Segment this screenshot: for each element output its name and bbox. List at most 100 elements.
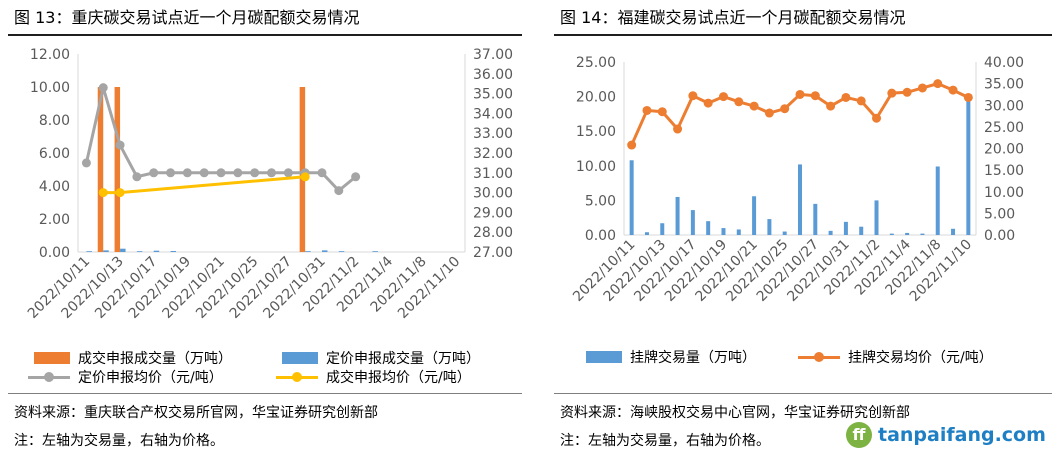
right-axis-tick-label: 25.00 — [984, 120, 1024, 136]
figure-13-panel: 图 13：重庆碳交易试点近一个月碳配额交易情况 0.00 2.00 4.00 6.00… — [8, 8, 522, 449]
tanpaifang-logo: ff tanpaifang.com — [846, 422, 1052, 450]
data-point — [810, 91, 820, 101]
bar — [874, 200, 879, 235]
legend-swatch — [798, 351, 840, 363]
legend-swatch — [34, 352, 70, 364]
right-axis-tick-label: 5.00 — [984, 206, 1015, 222]
right-axis-tick-label: 32.00 — [473, 146, 513, 162]
left-axis-tick-label: 0.00 — [39, 245, 70, 261]
left-axis-tick-label: 5.00 — [585, 193, 616, 209]
data-point — [642, 105, 652, 115]
data-point — [780, 104, 790, 114]
right-axis-tick-label: 15.00 — [984, 163, 1024, 179]
left-axis-tick-label: 4.00 — [39, 179, 70, 195]
data-point — [182, 168, 192, 178]
data-point — [841, 92, 851, 102]
right-axis-tick-label: 37.00 — [473, 47, 513, 63]
left-axis-tick-label: 25.00 — [576, 55, 616, 71]
data-point — [334, 186, 344, 196]
data-point — [283, 168, 293, 178]
right-axis-tick-label: 31.00 — [473, 166, 513, 182]
data-point — [734, 97, 744, 107]
right-axis-tick-label: 0.00 — [984, 228, 1015, 244]
left-axis-tick-label: 8.00 — [39, 113, 70, 129]
source-note: 资料来源：海峡股权交易中心官网，华宝证券研究创新部 — [560, 405, 910, 421]
bar — [843, 221, 848, 235]
legend-label: 挂牌交易量（万吨） — [630, 350, 756, 366]
data-point — [933, 79, 943, 89]
bar — [690, 210, 695, 235]
right-axis-tick-label: 34.00 — [473, 106, 513, 122]
bar — [120, 248, 126, 252]
right-axis-tick-label: 28.00 — [473, 225, 513, 241]
bar — [935, 166, 940, 235]
right-axis-tick-label: 36.00 — [473, 67, 513, 83]
data-point — [627, 140, 637, 150]
bar — [372, 251, 378, 252]
data-point — [317, 168, 327, 178]
bar — [338, 251, 345, 252]
right-axis-tick-label: 40.00 — [984, 55, 1024, 71]
right-axis-tick-label: 20.00 — [984, 142, 1024, 158]
data-point — [216, 168, 226, 178]
bar — [966, 97, 971, 235]
bar — [629, 160, 634, 235]
bar — [782, 231, 787, 235]
data-point — [98, 83, 108, 93]
left-axis-tick-label: 15.00 — [576, 124, 616, 140]
left-axis-tick-label: 6.00 — [39, 146, 70, 162]
legend-label: 定价申报成交量（万吨） — [326, 351, 480, 367]
data-point — [115, 188, 125, 198]
bar — [798, 164, 802, 235]
data-point — [115, 140, 125, 150]
source-rule — [8, 393, 522, 394]
right-axis-tick-label: 35.00 — [984, 77, 1024, 93]
bar — [752, 196, 757, 235]
data-point — [948, 85, 958, 95]
bar — [859, 226, 864, 235]
bar — [97, 87, 104, 252]
bar — [767, 219, 772, 235]
data-point — [351, 172, 361, 182]
bar — [86, 251, 92, 252]
data-point — [199, 168, 209, 178]
left-axis-tick-label: 2.00 — [39, 212, 70, 228]
figure-title: 图 13：重庆碳交易试点近一个月碳配额交易情况 — [14, 8, 360, 27]
figure-14-panel: 图 14：福建碳交易试点近一个月碳配额交易情况 0.00 5.00 10.00 15.… — [546, 0, 1060, 456]
data-point — [166, 168, 176, 178]
data-point — [250, 168, 260, 178]
bar — [920, 233, 925, 235]
left-axis-tick-label: 20.00 — [576, 90, 616, 106]
left-axis-tick-label: 0.00 — [585, 228, 616, 244]
legend-swatch — [282, 352, 318, 364]
legend-item: 挂牌交易均价（元/吨） — [798, 347, 993, 367]
data-point — [673, 124, 683, 134]
right-axis-tick-label: 29.00 — [473, 205, 513, 221]
data-point — [233, 168, 243, 178]
source-rule — [554, 393, 1052, 394]
logo-text: tanpaifang.com — [878, 424, 1046, 446]
legend-swatch — [586, 351, 622, 363]
data-point — [887, 88, 897, 98]
right-axis-tick-label: 35.00 — [473, 87, 513, 103]
legend-item: 成交申报均价（元/吨） — [276, 367, 471, 387]
bar — [706, 221, 711, 235]
logo-mark-icon: ff — [846, 422, 872, 448]
data-point — [149, 168, 159, 178]
chongqing-chart: 0.00 2.00 4.00 6.00 8.00 10.00 12.00 27.00 28.00… — [25, 47, 513, 322]
data-point — [902, 87, 912, 97]
legend-swatch — [276, 371, 318, 383]
data-point — [856, 96, 866, 106]
legend-label: 成交申报成交量（万吨） — [78, 351, 232, 367]
bar — [660, 223, 665, 235]
legend-label: 成交申报均价（元/吨） — [326, 370, 471, 386]
bar — [736, 229, 741, 235]
data-point — [872, 113, 882, 123]
data-point — [267, 168, 276, 178]
bar — [721, 228, 726, 235]
right-axis-tick-label: 33.00 — [473, 126, 513, 142]
figure-title: 图 14：福建碳交易试点近一个月碳配额交易情况 — [560, 8, 906, 27]
data-point — [657, 107, 667, 117]
data-point — [81, 158, 91, 168]
title-rule — [8, 34, 522, 36]
